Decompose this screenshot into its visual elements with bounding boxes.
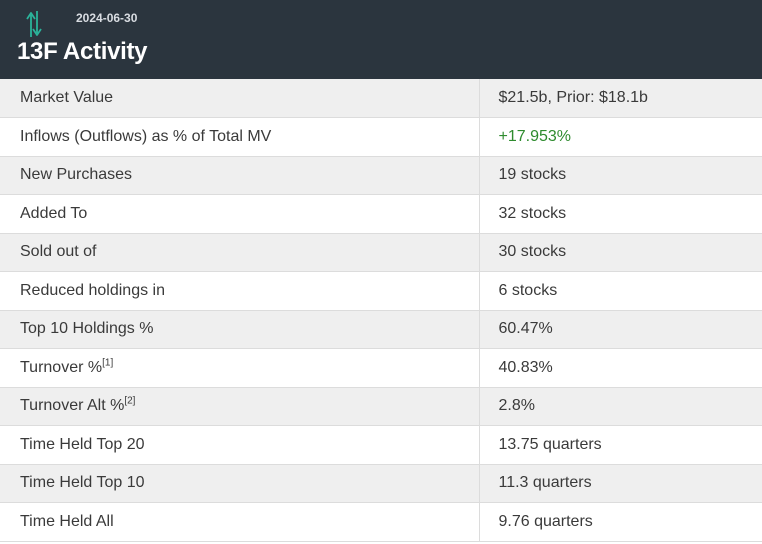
row-label-text: Turnover Alt % [20,397,125,415]
row-value: 6 stocks [479,271,762,311]
row-label: Sold out of [0,233,480,272]
row-label: Reduced holdings in [0,271,480,311]
row-label-text: Time Held Top 10 [20,474,145,492]
row-label-text: Time Held Top 20 [20,435,145,453]
row-value: +17.953% [479,117,762,157]
row-label: Time Held All [0,502,480,542]
table-row: Added To 32 stocks [0,194,762,234]
up-down-arrows-icon [26,11,42,37]
footnote-ref: [2] [124,395,136,407]
panel-title: 13F Activity [17,38,148,65]
row-label-text: Sold out of [20,243,97,261]
row-label: Top 10 Holdings % [0,310,480,349]
table-row: New Purchases 19 stocks [0,156,762,195]
row-value: 13.75 quarters [479,425,762,465]
row-value: 32 stocks [479,194,762,234]
row-label-text: Top 10 Holdings % [20,320,154,338]
table-row: Sold out of 30 stocks [0,233,762,272]
table-row: Turnover Alt %[2] 2.8% [0,387,762,426]
table-row: Top 10 Holdings % 60.47% [0,310,762,349]
row-value: 9.76 quarters [479,502,762,542]
row-label: Added To [0,194,480,234]
row-label-text: Added To [20,204,88,222]
table-row: Time Held All 9.76 quarters [0,502,762,542]
row-label: Turnover Alt %[2] [0,387,480,426]
row-value: 11.3 quarters [479,464,762,503]
row-label-text: Turnover % [20,358,103,376]
row-label-text: Inflows (Outflows) as % of Total MV [20,127,272,145]
report-date: 2024-06-30 [76,11,138,25]
row-label: Time Held Top 20 [0,425,480,465]
row-label: Time Held Top 10 [0,464,480,503]
footnote-ref: [1] [102,357,114,369]
row-label-text: Time Held All [20,512,114,530]
activity-table: Market Value $21.5b, Prior: $18.1b Inflows… [0,79,762,542]
row-label-text: Market Value [20,89,114,106]
row-label: Inflows (Outflows) as % of Total MV [0,117,480,157]
table-row: Market Value $21.5b, Prior: $18.1b [0,79,762,118]
row-label: Market Value [0,79,480,118]
panel-header: 2024-06-30 13F Activity [0,0,762,79]
row-value: 19 stocks [479,156,762,195]
table-row: Time Held Top 10 11.3 quarters [0,464,762,503]
table-row: Time Held Top 20 13.75 quarters [0,425,762,465]
row-value: 30 stocks [479,233,762,272]
row-value: 2.8% [479,387,762,426]
row-label: New Purchases [0,156,480,195]
row-value: 60.47% [479,310,762,349]
table-row: Reduced holdings in 6 stocks [0,271,762,311]
table-row: Turnover %[1] 40.83% [0,348,762,388]
row-label-text: New Purchases [20,166,133,184]
row-value: $21.5b, Prior: $18.1b [479,79,762,118]
row-value: 40.83% [479,348,762,388]
row-label: Turnover %[1] [0,348,480,388]
table-row: Inflows (Outflows) as % of Total MV +17.9… [0,117,762,157]
row-label-text: Reduced holdings in [20,281,165,299]
